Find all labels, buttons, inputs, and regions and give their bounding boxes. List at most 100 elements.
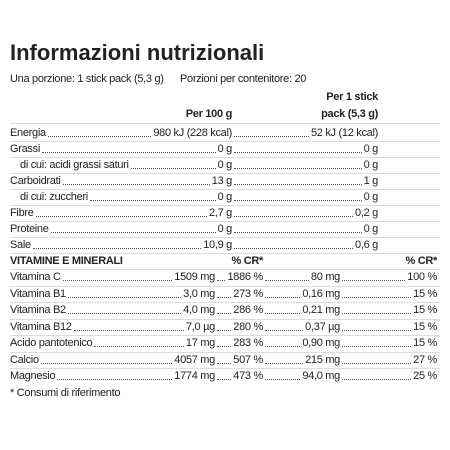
cell-value: 4,0 mg: [183, 304, 215, 316]
row-segment: 0,16 mg: [263, 287, 340, 301]
leader-dots: [234, 232, 362, 233]
row-segment: di cui: acidi grassi saturi 0 g: [20, 158, 232, 172]
row-label: Acido pantotenico: [10, 337, 93, 349]
cell-value: 4057 mg: [174, 353, 215, 366]
row-label: VITAMINE E MINERALI: [10, 255, 123, 267]
leader-dots: [73, 329, 184, 331]
cell-value: 283 %: [233, 337, 263, 349]
cell-value: 473 %: [233, 370, 263, 382]
leader-dots: [217, 346, 232, 347]
row-label: Vitamina B12: [10, 320, 72, 333]
row-segment: Vitamina B1 3,0 mg: [10, 287, 215, 301]
leader-dots: [342, 346, 412, 347]
leader-dots: [265, 329, 304, 331]
leader-dots: [234, 200, 362, 201]
column-header: Per 100 g: [185, 108, 233, 120]
cell-value: 0,16 mg: [302, 287, 340, 300]
row-segment: Calcio 4057 mg: [10, 353, 215, 367]
cell-value: 1 g: [363, 175, 379, 187]
cell-value: 100 %: [407, 271, 437, 283]
row-segment: VITAMINE E MINERALI % CR*: [10, 254, 263, 268]
cell-value: 0 g: [363, 159, 379, 171]
row-segment: Proteine 0 g: [10, 222, 232, 236]
cell-value: 94,0 mg: [302, 370, 340, 382]
leader-dots: [62, 280, 173, 281]
cell-value: 15 %: [413, 304, 437, 316]
row-label: di cui: zuccheri: [20, 191, 88, 203]
leader-dots: [265, 313, 301, 314]
column-header: pack (5,3 g): [321, 108, 378, 120]
leader-dots: [217, 280, 226, 281]
row-segment: 80 mg: [263, 270, 340, 284]
cell-value: 286 %: [233, 304, 263, 316]
leader-dots: [342, 329, 412, 331]
row-segment: Grassi 0 g: [10, 142, 232, 156]
rule: [10, 368, 440, 369]
row-label: Energia: [10, 127, 46, 139]
row-segment: 0,2 g: [232, 206, 378, 220]
cell-value: 27 %: [413, 353, 437, 366]
row-segment: 286 %: [215, 303, 263, 317]
row-segment: 100 %: [340, 270, 437, 284]
leader-dots: [234, 136, 309, 137]
cell-value: 1886 %: [227, 271, 263, 283]
leader-dots: [94, 346, 184, 347]
leader-dots: [32, 248, 202, 249]
rule: [10, 123, 440, 124]
row-segment: 15 %: [340, 320, 437, 334]
cell-value: 1509 mg: [174, 271, 215, 283]
leader-dots: [342, 362, 412, 364]
leader-dots: [342, 280, 406, 281]
title: Informazioni nutrizionali: [10, 40, 265, 65]
leader-dots: [265, 296, 301, 298]
row-segment: 0 g: [232, 190, 378, 204]
cell-value: 0,37 µg: [305, 320, 340, 333]
row-segment: 280 %: [215, 320, 263, 334]
leader-dots: [35, 216, 208, 217]
leader-dots: [62, 184, 210, 185]
row-label: Grassi: [10, 143, 40, 155]
row-segment: Carboidrati 13 g: [10, 174, 232, 188]
row-segment: Magnesio 1774 mg: [10, 369, 215, 383]
servings-per-container: Porzioni per contenitore: 20: [180, 73, 307, 85]
cell-value: 15 %: [413, 287, 437, 300]
row-segment: 283 %: [215, 336, 263, 350]
rule: [10, 253, 440, 254]
row-segment: 0,90 mg: [263, 336, 340, 350]
rule: [10, 237, 440, 238]
cell-value: % CR*: [231, 255, 263, 267]
leader-dots: [265, 346, 301, 347]
cell-value: 15 %: [413, 320, 437, 333]
rule: [10, 269, 440, 270]
row-segment: 215 mg: [263, 353, 340, 367]
cell-value: 52 kJ (12 kcal): [310, 127, 378, 139]
row-segment: 52 kJ (12 kcal): [232, 126, 378, 140]
cell-value: 80 mg: [310, 271, 340, 283]
cell-value: 15 %: [413, 337, 437, 349]
leader-dots: [50, 232, 216, 233]
rule: [10, 335, 440, 336]
cell-value: 0 g: [217, 159, 233, 171]
row-segment: Fibre 2,7 g: [10, 206, 232, 220]
cell-value: 0 g: [217, 223, 233, 235]
row-segment: 0,21 mg: [263, 303, 340, 317]
cell-value: 507 %: [233, 353, 263, 366]
leader-dots: [342, 313, 412, 314]
leader-dots: [265, 280, 309, 281]
leader-dots: [234, 248, 354, 249]
cell-value: 0,21 mg: [302, 304, 340, 316]
row-segment: 15 %: [340, 303, 437, 317]
leader-dots: [217, 313, 232, 314]
leader-dots: [41, 152, 216, 153]
cell-value: 0 g: [217, 143, 233, 155]
row-segment: 1 g: [232, 174, 378, 188]
column-header: Per 1 stick: [326, 91, 378, 103]
cell-value: 17 mg: [185, 337, 215, 349]
row-label: Carboidrati: [10, 175, 61, 187]
serving: Una porzione: 1 stick pack (5,3 g): [10, 73, 164, 85]
leader-dots: [265, 362, 304, 364]
row-segment: 0 g: [232, 158, 378, 172]
row-segment: Acido pantotenico 17 mg: [10, 336, 215, 350]
row-segment: 25 %: [340, 369, 437, 383]
